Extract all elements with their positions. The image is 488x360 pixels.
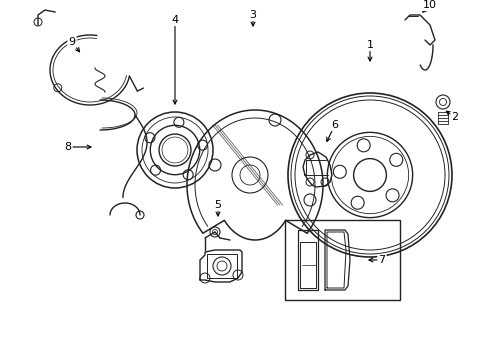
Text: 7: 7 xyxy=(378,255,385,265)
Text: 10: 10 xyxy=(422,0,436,10)
Text: 8: 8 xyxy=(64,142,71,152)
Text: 9: 9 xyxy=(68,37,76,47)
Text: 5: 5 xyxy=(214,200,221,210)
Bar xyxy=(206,254,237,278)
Text: 2: 2 xyxy=(450,112,458,122)
Text: 4: 4 xyxy=(171,15,178,25)
Text: 1: 1 xyxy=(366,40,373,50)
Text: 6: 6 xyxy=(331,120,338,130)
Bar xyxy=(285,220,399,300)
Text: 3: 3 xyxy=(249,10,256,20)
